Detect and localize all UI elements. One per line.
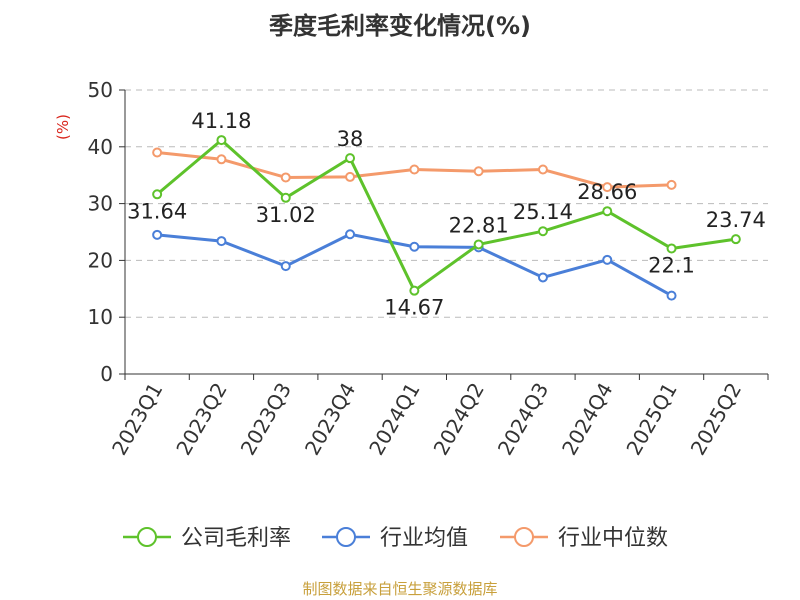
x-tick-label: 2025Q2 [686,379,746,460]
series-line-0 [156,138,737,293]
data-point [537,226,548,237]
x-tick-label: 2024Q2 [429,379,489,460]
legend-label: 行业中位数 [558,526,668,551]
x-tick-label: 2025Q1 [621,379,681,460]
data-point [666,243,677,254]
data-point [345,171,356,182]
data-point [152,189,163,200]
data-point [473,166,484,177]
data-point [473,239,484,250]
data-point [216,135,227,146]
y-tick-label: 50 [88,78,113,102]
x-tick-label: 2023Q3 [236,379,296,460]
y-tick-label: 30 [88,192,113,216]
data-point [409,241,420,252]
data-label: 41.18 [191,109,251,133]
data-label: 22.81 [449,213,509,237]
chart-title: 季度毛利率变化情况(%) [269,12,531,40]
data-point [280,261,291,272]
x-tick-label: 2023Q2 [171,379,231,460]
y-tick-label: 40 [88,135,113,159]
data-label: 28.66 [577,180,637,204]
y-tick-label: 20 [88,248,113,272]
x-tick-label: 2023Q1 [107,379,167,460]
data-label: 22.1 [648,253,695,277]
data-point [409,164,420,175]
data-point [602,254,613,265]
data-point [345,229,356,240]
data-point [602,182,613,193]
data-label: 31.02 [256,203,316,227]
data-label: 23.74 [706,208,766,232]
data-point [602,206,613,217]
y-tick-label: 10 [88,305,113,329]
data-label: 14.67 [384,296,444,320]
legend-marker [514,527,534,547]
data-point [280,192,291,203]
data-label: 31.64 [127,199,187,223]
y-axis-label: (%) [54,114,72,140]
data-point [409,285,420,296]
data-point [280,172,291,183]
x-tick-label: 2024Q4 [557,379,617,460]
x-tick-label: 2023Q4 [300,379,360,460]
x-tick-label: 2024Q1 [364,379,424,460]
legend-marker [336,527,356,547]
y-tick-label: 0 [100,362,113,386]
data-point [345,153,356,164]
legend-label: 公司毛利率 [181,526,291,551]
data-label: 25.14 [513,200,573,224]
data-point [216,154,227,165]
data-point [730,234,741,245]
data-point [537,164,548,175]
data-point [152,147,163,158]
data-point [152,229,163,240]
data-label: 38 [337,127,364,151]
data-point [666,290,677,301]
legend-label: 行业均值 [380,526,468,551]
data-point [537,272,548,283]
data-source-footer: 制图数据来自恒生聚源数据库 [302,580,498,598]
x-tick-label: 2024Q3 [493,379,553,460]
legend-marker [137,527,157,547]
data-point [666,179,677,190]
data-point [216,236,227,247]
